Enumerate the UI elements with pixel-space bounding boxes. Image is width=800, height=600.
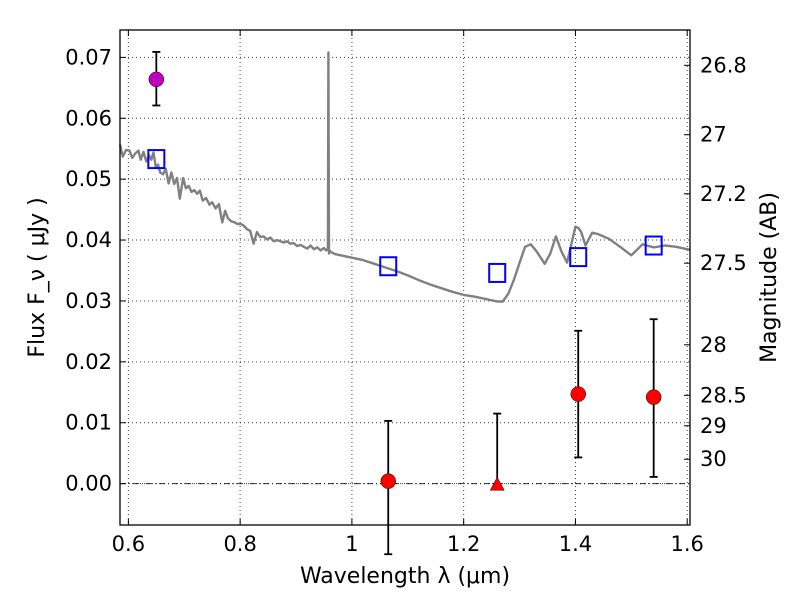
data-point-triangle xyxy=(489,476,505,491)
y-axis-right-label: Magnitude (AB) xyxy=(757,192,782,363)
x-tick-label: 0.6 xyxy=(112,532,145,556)
data-point-circle xyxy=(380,473,396,489)
right-tick-label: 30 xyxy=(700,447,727,471)
right-tick-label: 28.5 xyxy=(700,383,747,407)
right-tick-label: 27.2 xyxy=(700,182,747,206)
y-tick-label: 0.07 xyxy=(65,45,112,69)
y-tick-label: 0.03 xyxy=(65,289,112,313)
x-tick-label: 1.6 xyxy=(671,532,704,556)
data-point-square xyxy=(379,256,398,277)
data-point-square xyxy=(644,235,663,256)
right-tick-label: 28 xyxy=(700,333,727,357)
x-axis-label: Wavelength λ (μm) xyxy=(300,564,510,589)
plot-frame xyxy=(119,29,691,526)
right-tick-label: 29 xyxy=(700,414,727,438)
x-tick-label: 1 xyxy=(345,532,358,556)
y-tick-label: 0.01 xyxy=(65,411,112,435)
y-tick-label: 0.04 xyxy=(65,228,112,252)
x-tick-label: 0.8 xyxy=(223,532,256,556)
data-point-square xyxy=(147,149,166,170)
data-points-layer xyxy=(147,51,663,556)
data-point-circle xyxy=(570,386,586,402)
right-tick-label: 26.8 xyxy=(700,53,747,77)
y-tick-label: 0.05 xyxy=(65,167,112,191)
data-point-square xyxy=(569,247,588,268)
x-tick-label: 1.4 xyxy=(559,532,592,556)
grid-lines xyxy=(120,30,690,525)
data-point-circle xyxy=(645,389,662,405)
axis-ticks: 0.6 0.8 1 1.2 1.4 1.6 0.00 0.01 0.02 0.03 0.04 0.05… xyxy=(65,30,747,556)
right-tick-label: 27.5 xyxy=(700,251,747,275)
right-tick-label: 27 xyxy=(700,123,727,147)
y-tick-label: 0.06 xyxy=(65,106,112,130)
data-point-circle xyxy=(148,71,165,88)
model-spectrum-line xyxy=(118,51,691,303)
x-tick-label: 1.2 xyxy=(447,532,480,556)
model-spectrum-layer xyxy=(118,51,691,303)
y-axis-label: Flux F_ν ( μJy ) xyxy=(25,197,50,357)
y-tick-label: 0.00 xyxy=(65,472,112,496)
y-tick-label: 0.02 xyxy=(65,350,112,374)
data-point-square xyxy=(488,262,507,283)
